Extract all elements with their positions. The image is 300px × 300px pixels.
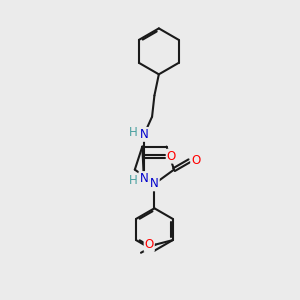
- Text: O: O: [191, 154, 200, 167]
- Text: O: O: [167, 150, 176, 163]
- Text: H: H: [129, 126, 138, 139]
- Text: N: N: [150, 177, 159, 190]
- Text: N: N: [140, 172, 148, 185]
- Text: H: H: [129, 174, 138, 187]
- Text: N: N: [140, 128, 148, 141]
- Text: O: O: [145, 238, 154, 251]
